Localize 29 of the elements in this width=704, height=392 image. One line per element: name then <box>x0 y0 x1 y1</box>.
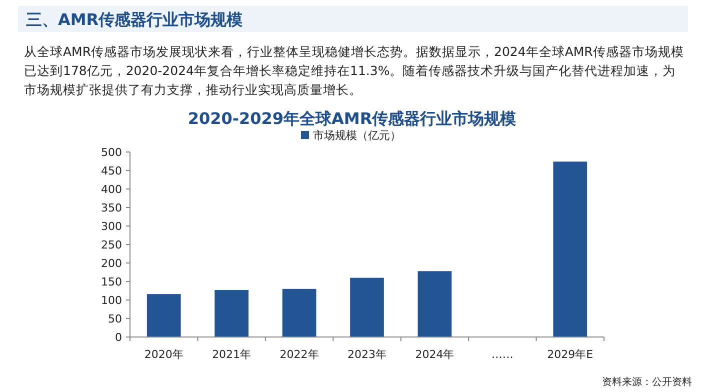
legend-label: 市场规模（亿元） <box>313 129 401 142</box>
x-tick-label: 2020年 <box>144 348 184 361</box>
y-tick-label: 350 <box>101 202 122 214</box>
y-tick-label: 0 <box>115 331 122 344</box>
bar <box>146 294 181 337</box>
bar <box>350 278 384 337</box>
x-tick-label: 2021年 <box>212 348 252 361</box>
x-tick-label: 2029年E <box>547 348 594 361</box>
x-tick-label: …… <box>491 348 514 361</box>
bar <box>282 288 316 337</box>
y-tick-label: 450 <box>101 164 122 178</box>
y-tick-label: 200 <box>101 257 122 270</box>
text: 从全球AMR传感器市场发展现状来看，行业整体呈现稳健增长态势。据数据显示，2024年全球AMR传感器市场规模已达到178亿元，2020-2024年复合年增长率稳定维持在11.3%。随着传感器技术升级与国产化替代进程加速，为市场规模扩张提供了有力支撑，推动行业实现高质量增长。 <box>24 44 684 97</box>
text: 三、AMR传感器行业市场规模 <box>26 10 243 29</box>
x-tick-label: 2022年 <box>280 348 319 361</box>
y-tick-label: 300 <box>101 220 122 233</box>
text: 资料来源：公开资料 <box>602 376 692 388</box>
y-tick-label: 400 <box>101 183 122 196</box>
y-tick-label: 50 <box>108 312 122 326</box>
y-tick-label: 100 <box>101 294 122 307</box>
y-tick-label: 250 <box>101 238 122 252</box>
bar <box>418 271 452 337</box>
x-tick-label: 2024年 <box>415 348 454 361</box>
bar <box>214 290 248 337</box>
x-tick-label: 2023年 <box>348 348 386 361</box>
chart-title: 2020-2029年全球AMR传感器行业市场规模 <box>188 109 516 128</box>
bar <box>553 162 588 337</box>
y-tick-label: 150 <box>101 276 122 288</box>
y-tick-label: 500 <box>101 146 122 159</box>
